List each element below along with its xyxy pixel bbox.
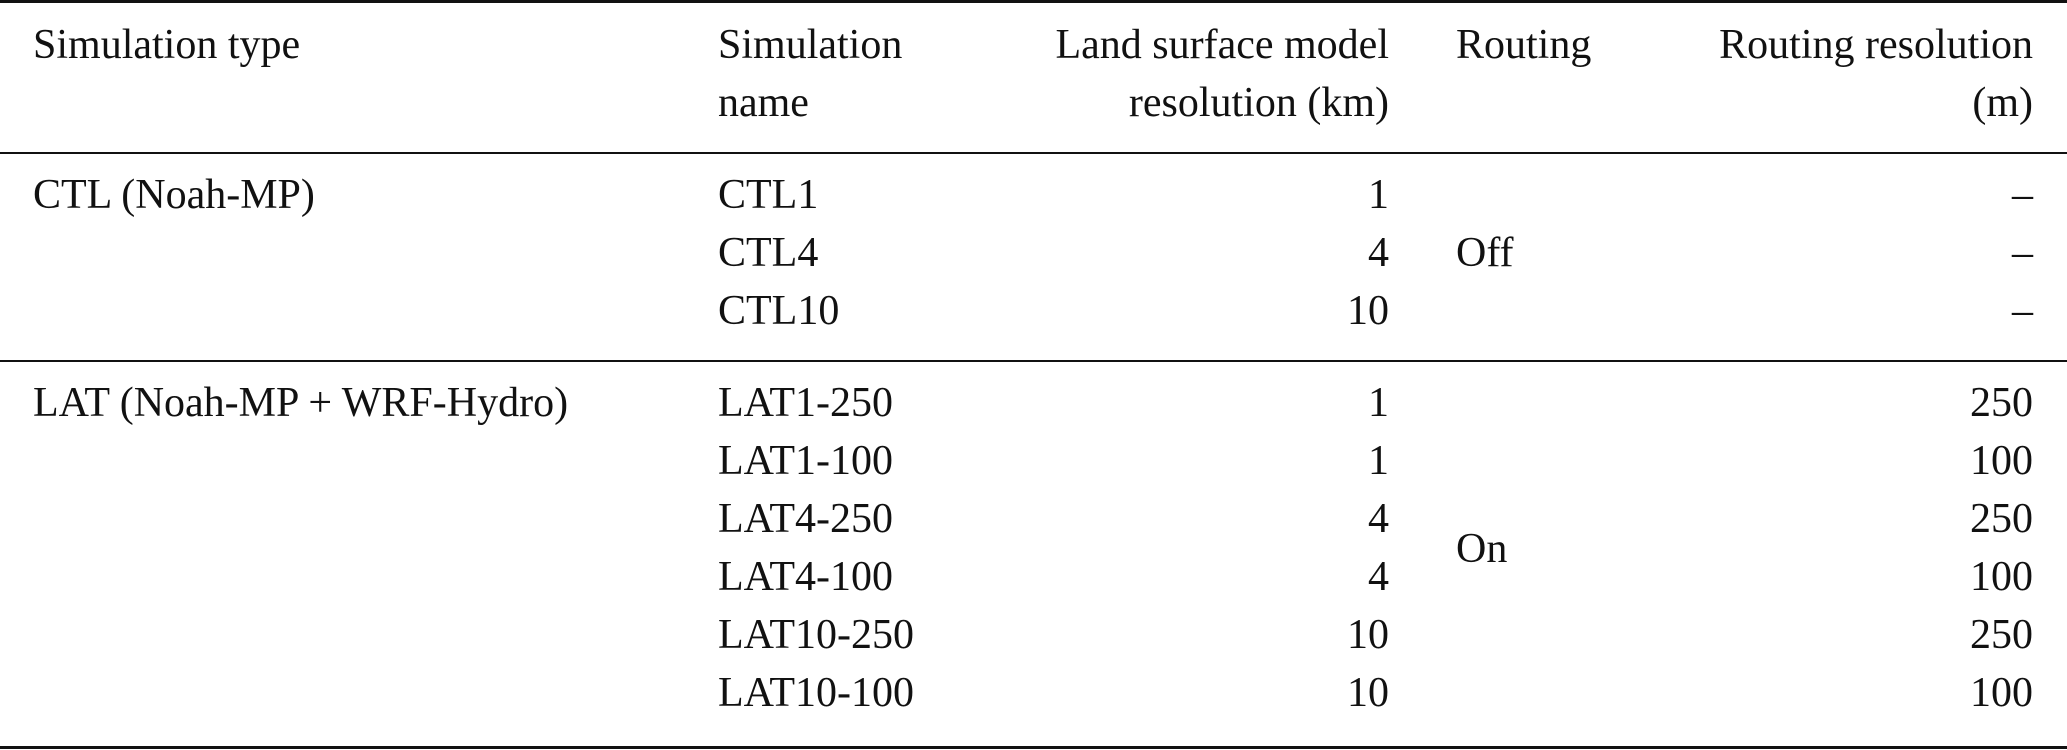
header-routing: Routing	[1456, 22, 1592, 68]
simulation-name-cell: CTL1	[718, 172, 819, 218]
lsm-resolution-cell: 4	[1368, 554, 1389, 600]
simulation-name-cell: LAT1-100	[718, 438, 893, 484]
simulation-name-cell: LAT1-250	[718, 380, 893, 426]
header-routing-resolution-line1: Routing resolution	[1719, 22, 2033, 68]
group-routing: Off	[1456, 230, 1514, 276]
simulation-name-cell: LAT4-250	[718, 496, 893, 542]
simulation-name-cell: CTL10	[718, 288, 840, 334]
simulation-name-cell: CTL4	[718, 230, 819, 276]
routing-resolution-cell: 100	[1970, 670, 2033, 716]
lsm-resolution-cell: 1	[1368, 172, 1389, 218]
group-simulation-type: CTL (Noah-MP)	[33, 172, 315, 218]
header-routing-resolution-line2: (m)	[1972, 80, 2033, 126]
table-group-rule	[0, 360, 2067, 362]
header-simulation-name-line2: name	[718, 80, 809, 126]
routing-resolution-cell: 250	[1970, 612, 2033, 658]
routing-resolution-cell: 100	[1970, 554, 2033, 600]
table-header-rule	[0, 152, 2067, 154]
group-routing: On	[1456, 526, 1508, 572]
routing-resolution-cell: –	[2012, 288, 2033, 334]
routing-resolution-cell: –	[2012, 230, 2033, 276]
simulation-name-cell: LAT4-100	[718, 554, 893, 600]
simulation-name-cell: LAT10-100	[718, 670, 914, 716]
header-simulation-name-line1: Simulation	[718, 22, 903, 68]
routing-resolution-cell: 250	[1970, 496, 2033, 542]
header-lsm-resolution-line2: resolution (km)	[1128, 80, 1389, 126]
lsm-resolution-cell: 10	[1347, 288, 1389, 334]
lsm-resolution-cell: 4	[1368, 496, 1389, 542]
routing-resolution-cell: –	[2012, 172, 2033, 218]
routing-resolution-cell: 250	[1970, 380, 2033, 426]
simulation-name-cell: LAT10-250	[718, 612, 914, 658]
group-simulation-type: LAT (Noah-MP + WRF-Hydro)	[33, 380, 569, 426]
table-top-rule	[0, 0, 2067, 3]
lsm-resolution-cell: 10	[1347, 612, 1389, 658]
header-simulation-type: Simulation type	[33, 22, 301, 68]
routing-resolution-cell: 100	[1970, 438, 2033, 484]
lsm-resolution-cell: 1	[1368, 380, 1389, 426]
lsm-resolution-cell: 1	[1368, 438, 1389, 484]
table-bottom-rule	[0, 746, 2067, 749]
lsm-resolution-cell: 10	[1347, 670, 1389, 716]
lsm-resolution-cell: 4	[1368, 230, 1389, 276]
header-lsm-resolution-line1: Land surface model	[1055, 22, 1389, 68]
